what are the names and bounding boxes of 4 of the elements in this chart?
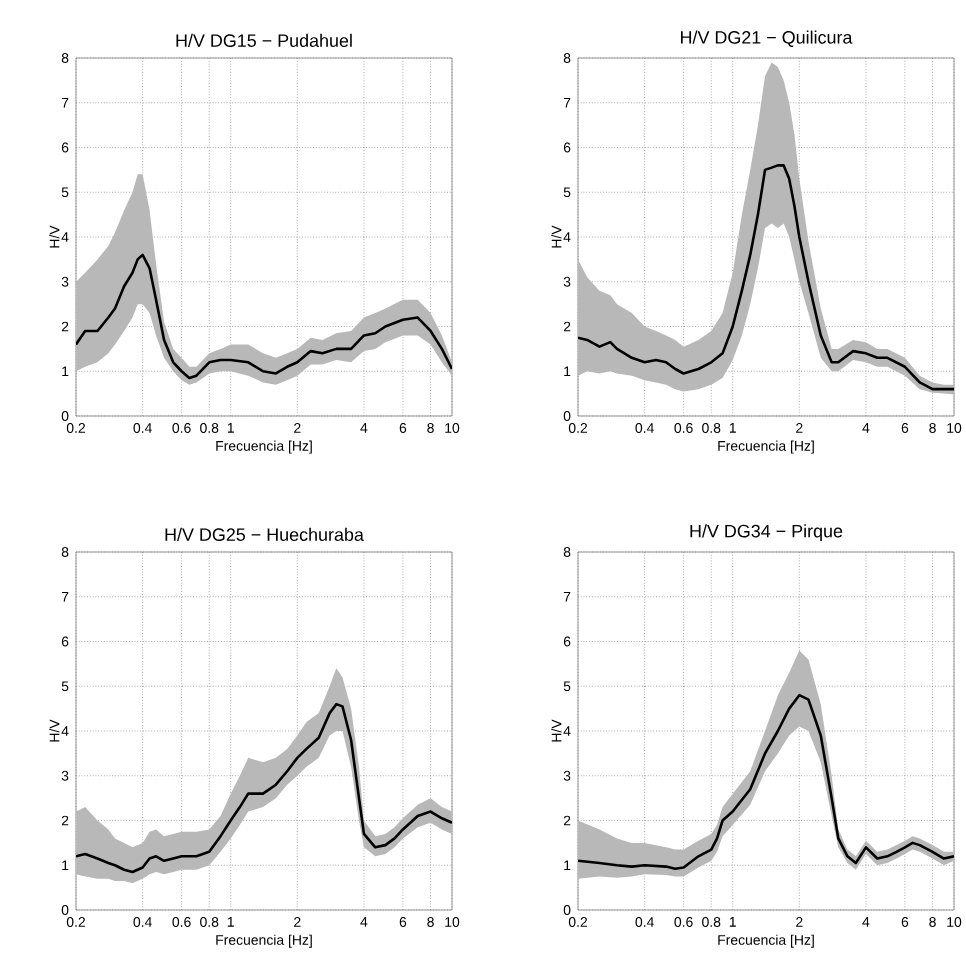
chart-title: H/V DG15 − Pudahuel	[176, 33, 352, 47]
chart-title: H/V DG21 − Quilicura	[681, 30, 853, 47]
chart-title: H/V DG25 − Huechuraba	[165, 527, 364, 541]
chart-title: H/V DG34 − Pirque	[690, 524, 843, 541]
